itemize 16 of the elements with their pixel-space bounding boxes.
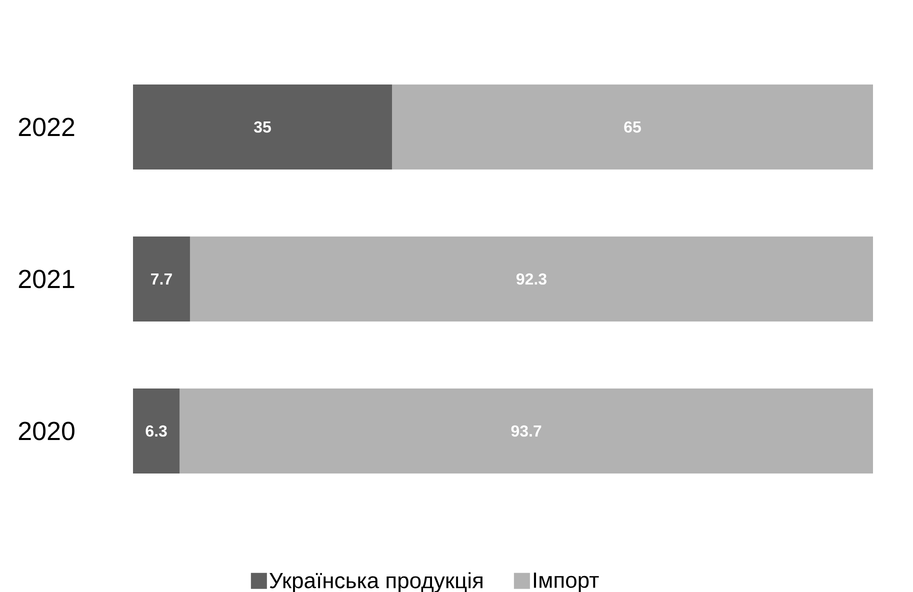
bar — [133, 236, 190, 322]
bar — [133, 84, 392, 170]
bar — [190, 236, 874, 322]
bar — [392, 84, 874, 170]
legend-label: Імпорт — [534, 572, 599, 592]
y-tick-label: 2020 — [18, 422, 74, 440]
bar — [180, 388, 874, 474]
data-label: 93.7 — [511, 425, 542, 437]
data-label: 35 — [254, 121, 271, 133]
data-label: 6.3 — [146, 425, 167, 437]
data-label: 65 — [624, 121, 641, 133]
data-label: 92.3 — [516, 273, 546, 285]
data-label: 7.7 — [151, 273, 172, 284]
y-tick-label: 2021 — [18, 270, 74, 288]
y-tick-label: 2022 — [18, 118, 74, 136]
bar — [133, 388, 180, 474]
